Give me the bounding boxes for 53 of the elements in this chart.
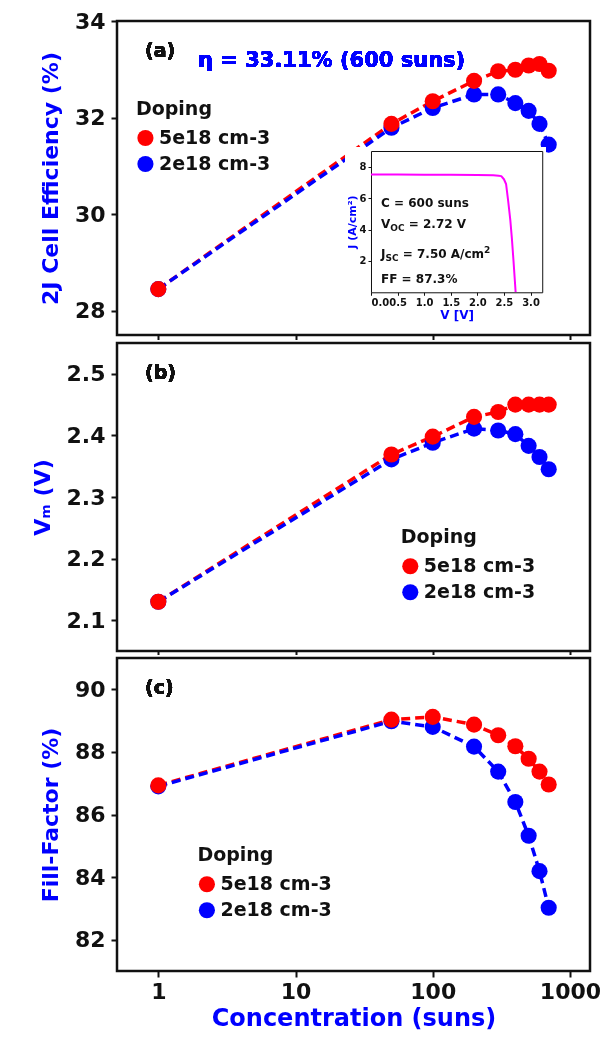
x-tick-label: 1.0 (415, 296, 434, 308)
x-tick-label: 2.5 (495, 296, 514, 308)
y-tick-label: 34 (74, 8, 106, 34)
legend-label: 5e18 cm-3 (220, 872, 332, 895)
y-tick-label: 2.3 (66, 484, 106, 510)
annotation: V$_{OC}$ = 2.72 V (381, 216, 468, 236)
x-tick-label: 3.0 (522, 296, 540, 308)
y-tick-label: 6 (359, 192, 367, 204)
y-tick-label: 2.5 (66, 361, 106, 387)
annotation: C = 600 suns (381, 195, 470, 213)
y-tick-label: 84 (74, 864, 106, 890)
legend-label: 5e18 cm-3 (158, 126, 271, 148)
x-tick-label: 10 (280, 978, 312, 1004)
y-tick-label: 8 (359, 161, 367, 173)
legend-title: Doping (197, 842, 274, 865)
y-tick-label: 2.4 (66, 422, 106, 448)
legend-title: Doping (400, 524, 477, 547)
y-axis-title: Fill-Factor (%) (37, 727, 63, 903)
x-tick-label: 1 (151, 978, 167, 1004)
x-tick-label: 0.0 (371, 296, 390, 308)
x-tick-label: 2.0 (469, 296, 487, 308)
legend-label: 5e18 cm-3 (423, 554, 536, 577)
y-tick-label: 2.2 (66, 546, 106, 572)
y-tick-label: 88 (74, 739, 106, 765)
y-axis-title: J (A/cm²) (345, 195, 359, 250)
y-tick-label: 2.1 (66, 607, 106, 633)
y-tick-label: 32 (74, 105, 106, 131)
x-axis-title: V [V] (440, 307, 474, 322)
x-tick-label: 100 (410, 978, 457, 1004)
x-tick-label: 1000 (539, 978, 602, 1004)
legend-title: Doping (135, 96, 212, 119)
legend-label: 2e18 cm-3 (158, 152, 271, 174)
y-axis-title: Vₘ (V) (29, 459, 55, 536)
y-tick-label: 90 (74, 676, 106, 702)
annotation: J$_{SC}$ = 7.50 A/cm$^{2}$ (381, 243, 491, 266)
y-axis-title: 2J Cell Efficiency (%) (37, 52, 63, 305)
y-tick-label: 28 (74, 298, 106, 324)
annotation: (c) (145, 676, 174, 698)
line-series (371, 173, 517, 293)
legend-label: 2e18 cm-3 (220, 898, 332, 921)
y-tick-label: 4 (359, 223, 367, 235)
y-tick-label: 30 (74, 201, 106, 227)
annotation: η = 33.11% (600 suns) (198, 48, 466, 72)
y-tick-label: 86 (74, 802, 106, 827)
legend-label: 2e18 cm-3 (423, 580, 536, 603)
x-tick-label: 1.5 (442, 296, 461, 308)
annotation: FF = 87.3% (381, 271, 459, 289)
annotation: (a) (145, 39, 176, 61)
x-axis-title: Concentration (suns) (211, 1003, 497, 1032)
x-tick-label: 0.5 (389, 296, 407, 308)
annotation: (b) (145, 361, 176, 383)
y-tick-label: 2 (359, 255, 367, 267)
y-tick-label: 82 (74, 927, 106, 953)
